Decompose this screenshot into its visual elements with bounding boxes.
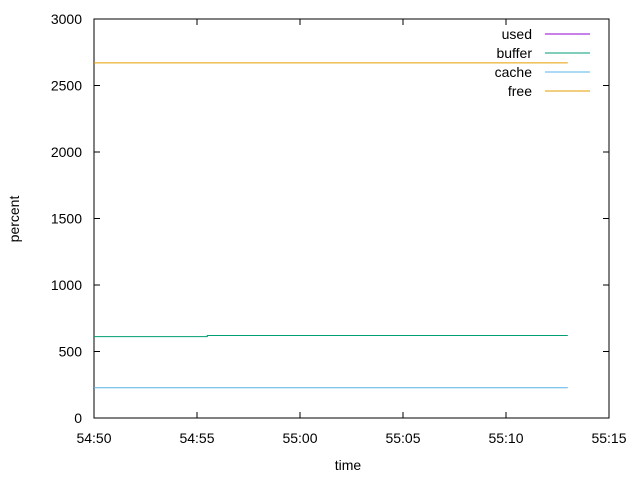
x-tick-label: 55:10	[488, 430, 523, 446]
y-axis-label: percent	[6, 196, 22, 243]
y-tick-label: 2500	[51, 78, 82, 94]
y-tick-label: 0	[74, 410, 82, 426]
legend-label-used: used	[502, 26, 532, 42]
y-tick-label: 500	[59, 344, 83, 360]
legend-label-cache: cache	[495, 64, 533, 80]
legend-label-free: free	[508, 83, 532, 99]
legend-label-buffer: buffer	[496, 45, 532, 61]
x-axis-label: time	[335, 457, 362, 473]
series-lines	[94, 62, 568, 389]
y-tick-label: 1000	[51, 277, 82, 293]
x-tick-label: 54:55	[179, 430, 214, 446]
y-tick-label: 2000	[51, 144, 82, 160]
series-line-buffer	[94, 335, 568, 338]
x-tick-label: 55:00	[282, 430, 317, 446]
x-tick-label: 55:05	[385, 430, 420, 446]
y-tick-label: 1500	[51, 211, 82, 227]
x-axis-ticks: 54:50 54:55 55:00 55:05 55:10 55:15	[76, 19, 627, 446]
x-tick-label: 54:50	[76, 430, 111, 446]
y-tick-label: 3000	[51, 11, 82, 27]
y-axis-ticks: 0 500 1000 1500 2000 2500 3000	[51, 11, 609, 426]
legend: used buffer cache free	[495, 26, 590, 99]
x-tick-label: 55:15	[591, 430, 626, 446]
